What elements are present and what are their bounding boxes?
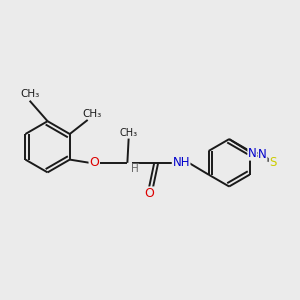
Text: O: O (89, 156, 99, 169)
Text: CH₃: CH₃ (20, 89, 39, 99)
Text: NH: NH (172, 156, 190, 169)
Text: H: H (131, 164, 139, 174)
Text: N: N (258, 148, 267, 161)
Text: S: S (269, 156, 277, 169)
Text: CH₃: CH₃ (82, 109, 102, 118)
Text: N: N (248, 147, 257, 160)
Text: O: O (144, 187, 154, 200)
Text: CH₃: CH₃ (120, 128, 138, 138)
